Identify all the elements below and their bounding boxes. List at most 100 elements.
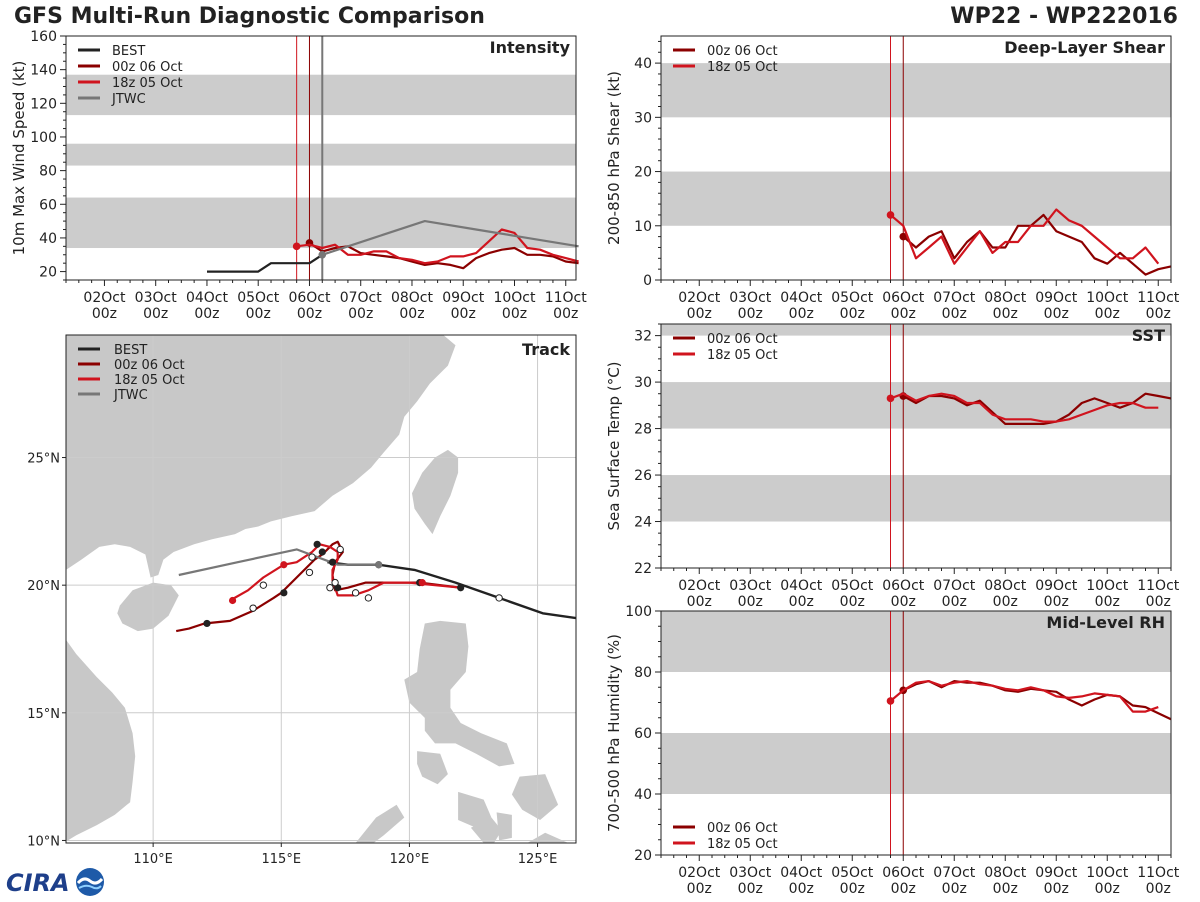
x-tick-label-date: 07Oct (933, 578, 976, 594)
y-tick-label: 60 (39, 197, 57, 213)
land-taiwan (412, 449, 459, 535)
y-axis-label: 700-500 hPa Humidity (%) (605, 634, 623, 832)
x-tick-label-date: 07Oct (933, 865, 976, 881)
y-tick-label: 40 (634, 56, 652, 72)
figure-title: GFS Multi-Run Diagnostic Comparison (14, 4, 485, 29)
series-line-run_18z (890, 392, 1159, 423)
x-tick-label: 09Oct 00z (442, 290, 485, 322)
x-tick-label: 06Oct 00z (882, 290, 925, 322)
shade-band-1 (661, 611, 1171, 672)
series-start-point-run_18z (886, 211, 895, 219)
y-tick-label: 22 (634, 561, 652, 577)
shade-band-0 (661, 733, 1171, 794)
x-tick-label-date: 02Oct (83, 290, 126, 306)
x-tick-label-hour: 00z (738, 594, 763, 610)
y-tick-label: 140 (30, 63, 57, 79)
x-tick-label: 09Oct 00z (1035, 865, 1078, 897)
x-tick-label-hour: 00z (1044, 594, 1069, 610)
x-tick-label: 08Oct 00z (984, 578, 1027, 610)
map-lat-label: 10°N (27, 834, 60, 849)
y-tick-label: 10 (634, 219, 652, 235)
x-tick-label: 06Oct 00z (882, 865, 925, 897)
land-panay (458, 791, 492, 828)
y-tick-label: 20 (634, 848, 652, 864)
x-tick-label-hour: 00z (687, 306, 712, 322)
map-frame (65, 334, 577, 844)
panel-title: Mid-Level RH (1046, 613, 1165, 632)
track-point-hollow-run_00z (364, 594, 373, 602)
land-china (66, 335, 456, 578)
track-point-hollow-run_18z (305, 568, 314, 577)
x-tick-label-date: 02Oct (678, 290, 721, 306)
x-tick-label: 03Oct 00z (729, 865, 772, 897)
track-point-hollow-run_18z (259, 581, 268, 589)
x-tick-label: 02Oct 00z (83, 290, 126, 322)
x-tick-label: 08Oct 00z (984, 865, 1027, 897)
x-tick-label-date: 08Oct (984, 578, 1027, 594)
y-axis-label: 10m Max Wind Speed (kt) (10, 61, 28, 256)
map-area (66, 335, 576, 843)
shade-band-2 (66, 74, 576, 116)
x-tick-label-date: 05Oct (831, 290, 874, 306)
y-tick-label: 24 (634, 515, 652, 531)
legend-label: 00z 06 Oct (112, 60, 183, 75)
track-point-hollow-run_18z (336, 545, 344, 554)
x-tick-label: 07Oct 00z (340, 290, 383, 322)
track-point-filled-run_18z (228, 596, 237, 605)
legend-label: 18z 05 Oct (707, 837, 778, 852)
x-tick-label-date: 10Oct (1086, 290, 1129, 306)
y-tick-label: 60 (634, 726, 652, 742)
legend-label: 00z 06 Oct (707, 44, 778, 59)
track-point-filled-run_00z (280, 589, 288, 597)
x-tick-label: 11Oct 00z (545, 290, 588, 322)
shade-band-0 (66, 197, 576, 249)
panel-title: Track (522, 340, 570, 359)
track-point-hollow-jtwc (308, 553, 316, 561)
cira-logo: CIRA (4, 866, 108, 898)
x-tick-label: 06Oct 00z (288, 290, 331, 322)
x-tick-label: 05Oct 00z (237, 290, 280, 322)
track-point-filled-run_18z (418, 579, 426, 587)
track-point-filled-run_00z (318, 548, 326, 556)
x-tick-label-date: 06Oct (882, 578, 925, 594)
x-tick-label-hour: 00z (399, 306, 424, 322)
x-tick-label-date: 08Oct (984, 290, 1027, 306)
panel-title: Intensity (490, 38, 571, 57)
map-lon-label: 120°E (390, 852, 430, 867)
x-tick-label-hour: 00z (297, 306, 322, 322)
y-tick-label: 30 (634, 110, 652, 126)
land-cebu (496, 812, 512, 841)
shade-band-0 (661, 475, 1171, 522)
series-start-point-run_00z (899, 232, 908, 241)
x-tick-label-date: 07Oct (340, 290, 383, 306)
y-tick-label: 80 (39, 164, 57, 180)
x-tick-label: 10Oct 00z (1086, 290, 1129, 322)
x-tick-label-date: 11Oct (1137, 290, 1180, 306)
land-luzon (404, 620, 515, 767)
x-tick-label-date: 06Oct (288, 290, 331, 306)
x-tick-label: 03Oct 00z (135, 290, 178, 322)
x-tick-label-date: 06Oct (882, 865, 925, 881)
x-tick-label-hour: 00z (993, 594, 1018, 610)
x-tick-label-date: 05Oct (237, 290, 280, 306)
x-tick-label-date: 03Oct (729, 865, 772, 881)
track-point-filled-run_00z (203, 619, 211, 628)
x-tick-label-hour: 00z (789, 881, 814, 897)
x-tick-label-hour: 00z (891, 881, 916, 897)
land-samar (511, 774, 559, 820)
x-tick-label-hour: 00z (553, 306, 578, 322)
x-tick-label-hour: 00z (451, 306, 476, 322)
panel-title: SST (1132, 326, 1165, 345)
x-tick-label: 11Oct 00z (1137, 865, 1180, 897)
x-tick-label-hour: 00z (840, 594, 865, 610)
x-tick-label-date: 06Oct (882, 290, 925, 306)
x-tick-label: 11Oct 00z (1137, 578, 1180, 610)
axes-frame (65, 35, 577, 281)
x-tick-label: 02Oct 00z (678, 290, 721, 322)
y-tick-label: 40 (39, 231, 57, 247)
map-lat-label: 20°N (27, 579, 60, 594)
track-point-hollow-run_18z (351, 589, 360, 597)
track-point-filled-run_00z (457, 584, 465, 592)
